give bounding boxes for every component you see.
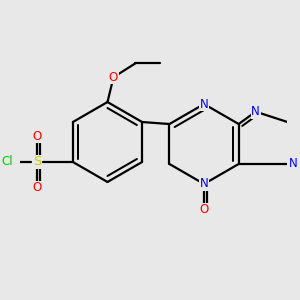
Text: O: O (109, 71, 118, 84)
Text: N: N (289, 158, 298, 170)
Text: O: O (32, 130, 41, 142)
Text: Cl: Cl (1, 155, 13, 169)
Text: N: N (200, 98, 208, 110)
Text: N: N (200, 178, 208, 190)
Text: S: S (33, 155, 41, 169)
Text: O: O (32, 182, 41, 194)
Text: O: O (200, 203, 209, 217)
Text: N: N (251, 105, 260, 118)
